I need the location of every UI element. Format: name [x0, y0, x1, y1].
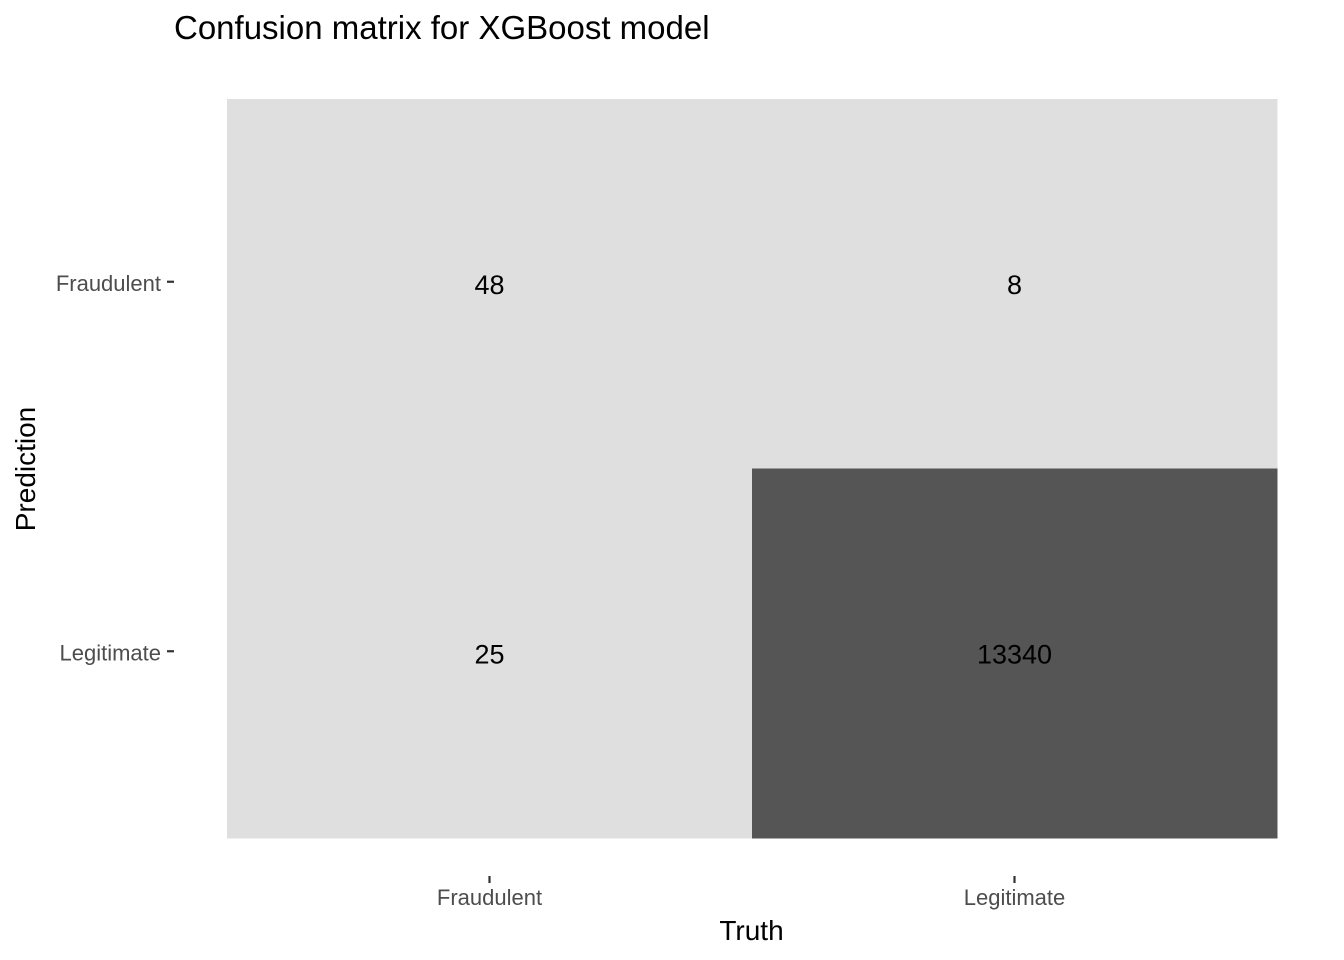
y-axis-title: Prediction [10, 407, 41, 532]
heatmap-cell-truth-legitimate-pred-fraudulent [752, 99, 1278, 469]
heatmap-cells [227, 99, 1278, 839]
y-tick-label-fraudulent: Fraudulent [56, 271, 161, 296]
x-axis: Fraudulent Legitimate [437, 876, 1065, 910]
cell-value-label: 8 [1007, 270, 1022, 300]
x-axis-title: Truth [719, 915, 783, 946]
cell-value-label: 25 [474, 639, 504, 669]
x-tick-label-legitimate: Legitimate [964, 885, 1066, 910]
heatmap-cell-truth-fraudulent-pred-legitimate [227, 468, 753, 839]
x-tick-label-fraudulent: Fraudulent [437, 885, 542, 910]
chart-title: Confusion matrix for XGBoost model [174, 9, 710, 46]
cell-value-label: 48 [474, 270, 504, 300]
cell-value-labels: 48 8 25 13340 [474, 270, 1052, 670]
cell-value-label: 13340 [977, 639, 1052, 669]
heatmap-cell-truth-fraudulent-pred-fraudulent [227, 99, 753, 469]
heatmap-cell-truth-legitimate-pred-legitimate [752, 468, 1278, 839]
y-tick-label-legitimate: Legitimate [59, 640, 161, 665]
y-axis: Fraudulent Legitimate [56, 271, 174, 665]
